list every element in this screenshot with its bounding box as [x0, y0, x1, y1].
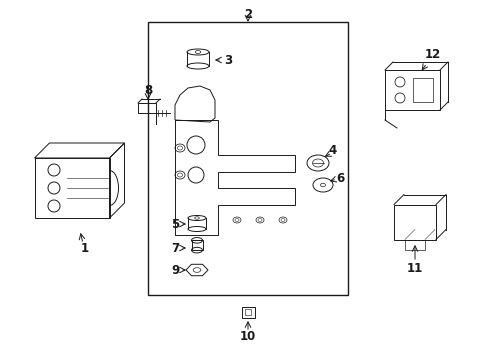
Bar	[191, 240, 202, 250]
Text: 8: 8	[143, 84, 152, 96]
Bar	[241, 306, 254, 318]
Bar	[412, 78, 432, 102]
Text: 11: 11	[406, 261, 422, 274]
Bar	[148, 22, 347, 295]
Text: 10: 10	[240, 330, 256, 343]
Text: 6: 6	[335, 171, 344, 184]
Text: 2: 2	[244, 8, 251, 21]
Text: 9: 9	[170, 264, 179, 276]
Bar	[393, 204, 435, 239]
Text: 12: 12	[424, 49, 440, 62]
Text: 5: 5	[170, 219, 179, 231]
Text: 7: 7	[171, 242, 179, 255]
Bar	[35, 158, 109, 218]
Bar	[244, 309, 251, 315]
Bar	[138, 103, 156, 113]
Text: 1: 1	[81, 242, 89, 255]
Bar	[404, 239, 424, 249]
Text: 3: 3	[224, 54, 232, 67]
Bar	[384, 70, 439, 110]
Text: 4: 4	[328, 144, 336, 157]
